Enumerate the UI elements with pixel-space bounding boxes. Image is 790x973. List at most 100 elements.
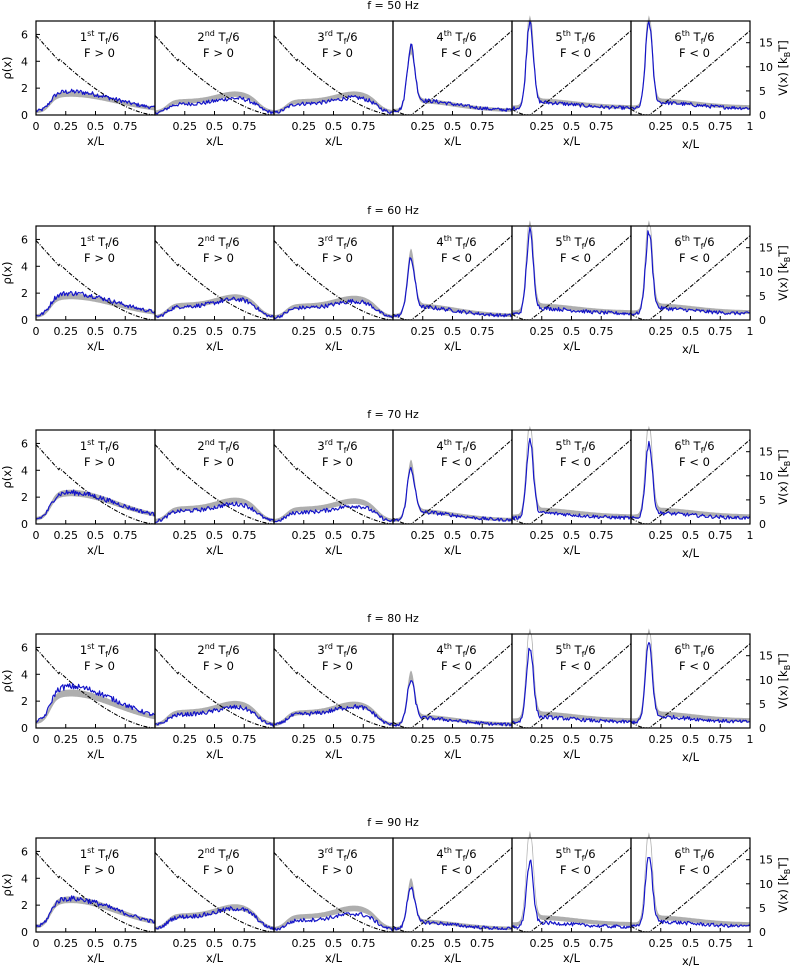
- x-axis-label: x/L: [206, 747, 224, 761]
- x-tick-label: 0.75: [232, 529, 257, 542]
- potential-line: [35, 852, 155, 933]
- x-tick-label: 0.75: [351, 937, 376, 950]
- y-left-label: ρ(x): [0, 56, 14, 79]
- panel-period-label: 4th Tf/6: [436, 642, 476, 659]
- potential-line: [511, 235, 632, 321]
- panel-force-label: F < 0: [679, 251, 710, 265]
- y-right-tick-label: 5: [759, 902, 766, 915]
- panel-1-6: 0.25 0.5 0.75 1 x/L 6th Tf/6F < 0: [630, 15, 754, 151]
- x-tick-label: 0.25: [530, 325, 555, 338]
- x-axis-label: x/L: [325, 339, 343, 353]
- x-tick-label-last: 1: [747, 733, 754, 746]
- panel-period-label: 6th Tf/6: [674, 846, 714, 863]
- x-tick-label: 0.5: [87, 529, 105, 542]
- x-tick-label: 0.5: [325, 529, 343, 542]
- x-tick-label: 0.5: [87, 733, 105, 746]
- x-axis-label: x/L: [682, 750, 700, 764]
- potential-line: [273, 240, 393, 321]
- y-right-tick-label: 10: [759, 266, 773, 279]
- density-line: [630, 230, 750, 316]
- panel-force-label: F > 0: [84, 863, 115, 877]
- y-right-tick-label: 15: [759, 650, 773, 663]
- y-right-tick-label: 5: [759, 85, 766, 98]
- x-tick-label: 0.75: [113, 529, 138, 542]
- x-tick-label: 0.75: [351, 325, 376, 338]
- panel-3-3: 0.25 0.5 0.75 x/L 3rd Tf/6F > 0: [273, 429, 394, 557]
- y-right-tick-label: 0: [759, 722, 766, 735]
- panel-5-4: 0.25 0.5 0.75 x/L 4th Tf/6F < 0: [392, 837, 513, 965]
- x-tick-label: 0.75: [708, 937, 733, 950]
- panel-5-1: 0 0.25 0.5 0.75 x/L 1st Tf/6F > 0: [33, 837, 156, 965]
- density-line: [511, 647, 632, 724]
- x-axis-label: x/L: [87, 747, 105, 761]
- density-line: [630, 440, 751, 520]
- x-tick-label: 0.75: [589, 937, 614, 950]
- x-axis-label: x/L: [682, 546, 700, 560]
- theory-band: [393, 878, 512, 931]
- x-tick-label: 0.5: [87, 120, 105, 133]
- panel-force-label: F > 0: [203, 46, 234, 60]
- panel-4-4: 0.25 0.5 0.75 x/L 4th Tf/6F < 0: [392, 633, 513, 761]
- y-right-tick-label: 10: [759, 61, 773, 74]
- density-line: [392, 680, 513, 727]
- density-line: [273, 912, 394, 932]
- x-tick-label: 0.5: [682, 529, 700, 542]
- x-axis-label: x/L: [87, 339, 105, 353]
- theory-band: [155, 294, 274, 319]
- density-line: [511, 20, 632, 111]
- y-right-tick-label: 0: [759, 518, 766, 531]
- x-tick-label: 0.25: [649, 529, 674, 542]
- x-tick-label: 0.25: [649, 937, 674, 950]
- potential-line: [511, 439, 632, 525]
- density-line: [630, 856, 751, 929]
- x-axis-label: x/L: [444, 134, 462, 148]
- panel-force-label: F > 0: [203, 251, 234, 265]
- y-left-tick-label: 6: [21, 28, 28, 41]
- x-tick-label: 0.75: [470, 325, 495, 338]
- y-left-tick-label: 4: [21, 668, 28, 681]
- panel-period-label: 6th Tf/6: [674, 234, 714, 251]
- potential-line: [154, 35, 274, 116]
- panel-2-5: 0.25 0.5 0.75 x/L 5th Tf/6F < 0: [511, 220, 632, 353]
- density-line: [273, 504, 394, 523]
- panel-period-label: 2nd Tf/6: [197, 642, 239, 659]
- panel-3-2: 0.25 0.5 0.75 x/L 2nd Tf/6F > 0: [154, 429, 275, 557]
- x-axis-label: x/L: [563, 747, 581, 761]
- x-tick-label: 0.5: [325, 325, 343, 338]
- frequency-title: f = 80 Hz: [367, 612, 419, 625]
- x-tick-label: 0.75: [351, 120, 376, 133]
- x-tick-label: 0.25: [649, 733, 674, 746]
- y-right-tick-label: 5: [759, 290, 766, 303]
- x-tick-label: 0.25: [530, 120, 555, 133]
- potential-line: [273, 648, 393, 729]
- density-line: [35, 290, 156, 317]
- x-tick-label: 0.25: [292, 120, 317, 133]
- x-tick-label: 0.75: [232, 120, 257, 133]
- x-axis-label: x/L: [206, 339, 224, 353]
- panel-period-label: 4th Tf/6: [436, 29, 476, 46]
- y-right-label: V(x) [kBT]: [776, 857, 790, 912]
- y-left-tick-label: 6: [21, 641, 28, 654]
- x-tick-label: 0.5: [563, 120, 581, 133]
- x-tick-label: 0.75: [470, 120, 495, 133]
- theory-band: [274, 498, 393, 523]
- panel-period-label: 5th Tf/6: [555, 642, 595, 659]
- panel-period-label: 4th Tf/6: [436, 846, 476, 863]
- x-tick-label: 0.5: [444, 325, 462, 338]
- panel-force-label: F > 0: [322, 863, 353, 877]
- density-line: [392, 257, 513, 318]
- density-line: [392, 43, 513, 113]
- theory-band: [155, 91, 274, 114]
- x-tick-label: 0.25: [411, 733, 436, 746]
- potential-line: [511, 847, 632, 933]
- density-line: [154, 296, 275, 319]
- panel-5-3: 0.25 0.5 0.75 x/L 3rd Tf/6F > 0: [273, 837, 394, 965]
- x-tick-label: 0.5: [682, 120, 700, 133]
- panel-force-label: F < 0: [679, 455, 710, 469]
- potential-line: [630, 643, 751, 729]
- x-tick-label: 0.75: [351, 529, 376, 542]
- x-tick-label: 0.25: [530, 937, 555, 950]
- potential-line: [630, 235, 751, 321]
